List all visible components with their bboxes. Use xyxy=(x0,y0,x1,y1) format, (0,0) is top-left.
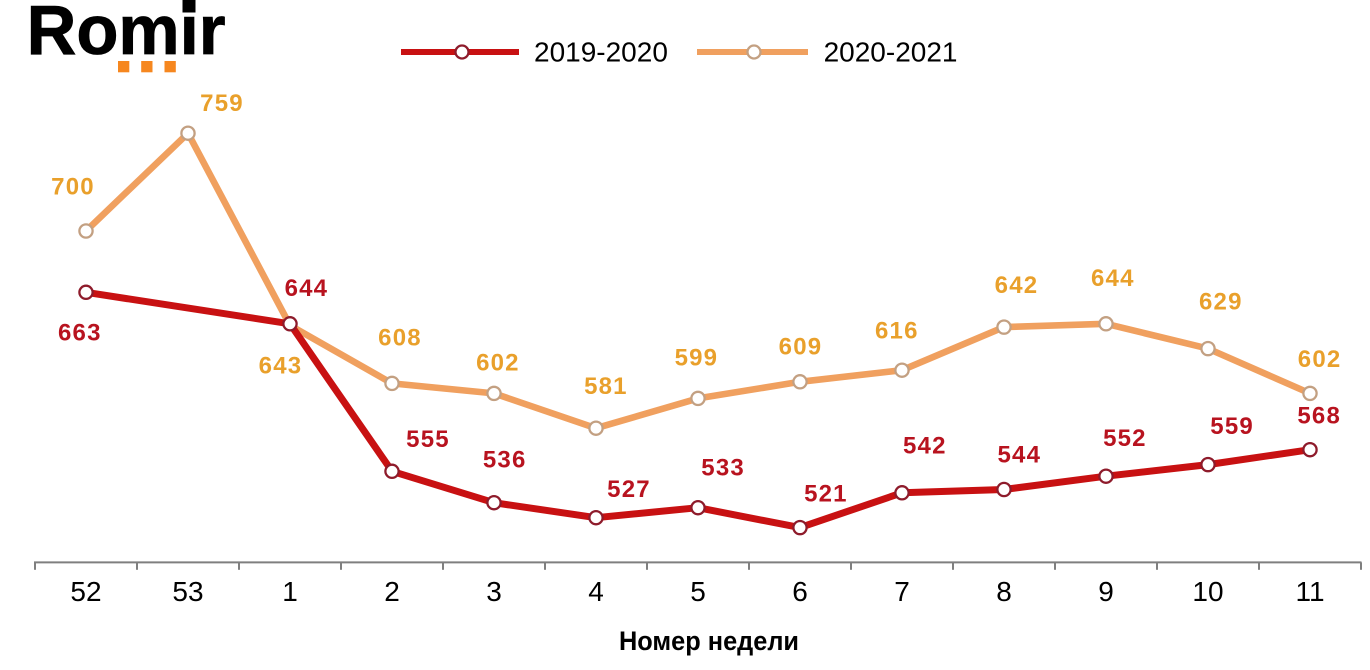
svg-text:568: 568 xyxy=(1297,403,1341,430)
svg-text:7: 7 xyxy=(894,576,910,607)
svg-text:602: 602 xyxy=(476,349,520,376)
svg-text:643: 643 xyxy=(259,353,303,380)
svg-text:644: 644 xyxy=(1091,265,1135,292)
svg-text:11: 11 xyxy=(1295,576,1324,607)
svg-text:644: 644 xyxy=(285,275,329,302)
svg-text:609: 609 xyxy=(779,334,823,361)
svg-text:552: 552 xyxy=(1103,425,1147,452)
svg-text:3: 3 xyxy=(486,576,502,607)
svg-text:599: 599 xyxy=(675,345,719,372)
svg-text:602: 602 xyxy=(1298,346,1342,373)
svg-text:52: 52 xyxy=(70,576,101,607)
svg-text:Romır: Romır xyxy=(27,0,226,69)
svg-text:2019-2020: 2019-2020 xyxy=(534,37,668,68)
svg-text:663: 663 xyxy=(58,320,102,347)
svg-text:608: 608 xyxy=(378,325,422,352)
svg-text:559: 559 xyxy=(1210,413,1254,440)
svg-text:544: 544 xyxy=(997,441,1041,468)
svg-text:555: 555 xyxy=(406,426,450,453)
svg-text:527: 527 xyxy=(607,476,651,503)
svg-text:Номер недели: Номер недели xyxy=(619,626,799,656)
svg-text:10: 10 xyxy=(1192,576,1223,607)
svg-text:2: 2 xyxy=(384,576,400,607)
svg-text:642: 642 xyxy=(995,272,1039,299)
svg-text:53: 53 xyxy=(172,576,203,607)
svg-text:2020-2021: 2020-2021 xyxy=(824,37,958,68)
svg-text:9: 9 xyxy=(1098,576,1114,607)
svg-text:759: 759 xyxy=(200,90,244,117)
svg-text:536: 536 xyxy=(483,447,527,474)
svg-text:1: 1 xyxy=(282,576,298,607)
svg-text:4: 4 xyxy=(588,576,604,607)
svg-text:700: 700 xyxy=(51,174,95,201)
svg-text:5: 5 xyxy=(690,576,706,607)
svg-text:542: 542 xyxy=(903,433,947,460)
svg-text:533: 533 xyxy=(701,455,745,482)
svg-text:629: 629 xyxy=(1199,289,1243,316)
svg-text:8: 8 xyxy=(996,576,1012,607)
svg-text:581: 581 xyxy=(584,373,628,400)
svg-text:521: 521 xyxy=(804,480,848,507)
svg-text:6: 6 xyxy=(792,576,808,607)
svg-text:616: 616 xyxy=(875,317,919,344)
